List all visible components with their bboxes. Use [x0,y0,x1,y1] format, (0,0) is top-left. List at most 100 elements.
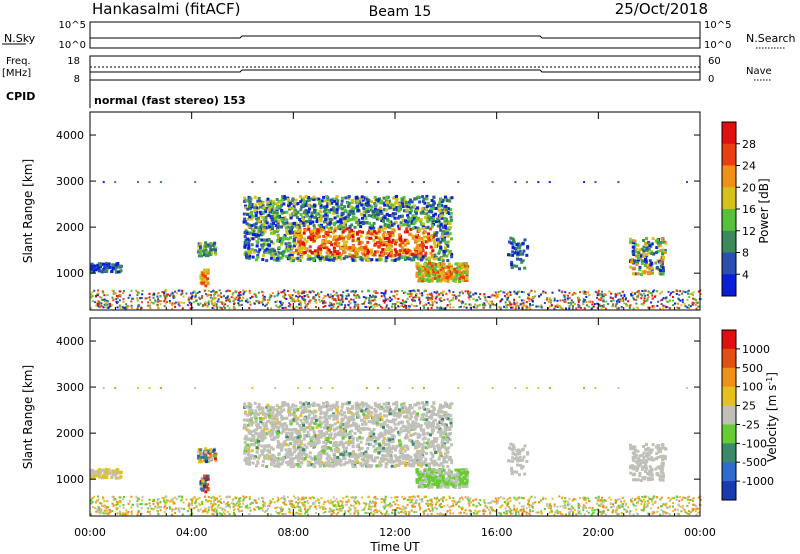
data-pixel [390,298,393,301]
data-pixel [332,303,335,306]
data-pixel [430,210,434,214]
data-pixel [608,290,611,293]
data-pixel [329,251,333,255]
data-pixel [424,451,428,455]
data-pixel [341,296,344,299]
data-pixel [594,290,597,293]
data-pixel [432,413,436,417]
data-pixel [384,291,387,294]
data-pixel [108,265,112,269]
data-pixel [583,181,586,184]
data-pixel [113,292,116,295]
data-pixel [699,297,702,300]
data-pixel [298,226,302,230]
data-pixel [296,237,300,241]
data-pixel [108,305,111,308]
data-pixel [363,455,367,459]
data-pixel [320,181,323,184]
data-pixel [348,460,352,464]
data-pixel [378,460,382,464]
data-pixel [103,300,106,303]
data-pixel [425,257,429,261]
data-pixel [212,297,215,300]
data-pixel [298,434,302,438]
data-pixel [453,279,457,283]
data-pixel [288,412,292,416]
data-pixel [393,459,397,463]
data-pixel [216,300,219,303]
data-pixel [312,234,316,238]
data-pixel [353,293,356,296]
data-pixel [261,410,265,414]
data-pixel [318,247,322,251]
data-pixel [324,206,328,210]
data-pixel [299,222,303,226]
data-pixel [475,299,478,302]
data-pixel [322,434,326,438]
data-pixel [302,297,305,300]
data-pixel [450,196,454,200]
data-pixel [449,208,453,212]
data-pixel [330,302,333,305]
data-pixel [395,199,399,203]
data-pixel [306,254,310,258]
data-pixel [282,202,286,206]
data-pixel [262,428,266,432]
data-pixel [374,203,378,207]
data-pixel [434,206,438,210]
data-pixel [270,222,274,226]
data-pixel [489,300,492,303]
data-pixel [254,225,258,229]
data-pixel [659,241,663,245]
data-pixel [464,303,467,306]
data-pixel [521,305,524,308]
data-pixel [277,292,280,295]
data-pixel [402,401,406,405]
data-pixel [395,197,399,201]
data-pixel [297,429,301,433]
data-pixel [429,303,432,306]
data-pixel [334,427,338,431]
data-pixel [213,297,216,300]
data-pixel [278,251,282,255]
data-pixel [388,202,392,206]
data-pixel [275,207,279,211]
data-pixel [314,212,318,216]
data-pixel [336,237,340,241]
data-pixel [275,258,279,262]
data-pixel [152,301,155,304]
data-pixel [384,307,387,310]
data-pixel [244,300,247,303]
data-pixel [503,294,506,297]
data-pixel [582,290,585,293]
data-pixel [534,290,537,293]
data-pixel [374,213,378,217]
data-pixel [333,293,336,296]
data-pixel [366,231,370,235]
data-pixel [446,298,449,301]
data-pixel [604,307,607,310]
data-pixel [678,307,681,310]
data-pixel [440,238,444,242]
data-pixel [197,302,200,305]
data-pixel [641,270,645,274]
data-pixel [270,294,273,297]
data-pixel [350,298,353,301]
data-pixel [403,300,406,303]
data-pixel [414,251,418,255]
data-pixel [591,300,594,303]
data-pixel [440,414,444,418]
data-pixel [393,216,397,220]
data-pixel [275,213,279,217]
data-pixel [433,212,437,216]
data-pixel [411,236,415,240]
data-pixel [264,456,268,460]
data-pixel [401,299,404,302]
data-pixel [414,215,418,219]
data-pixel [292,221,296,225]
data-pixel [642,254,646,258]
data-pixel [570,299,573,302]
data-pixel [521,252,525,256]
data-pixel [244,250,248,254]
data-pixel [295,231,299,235]
